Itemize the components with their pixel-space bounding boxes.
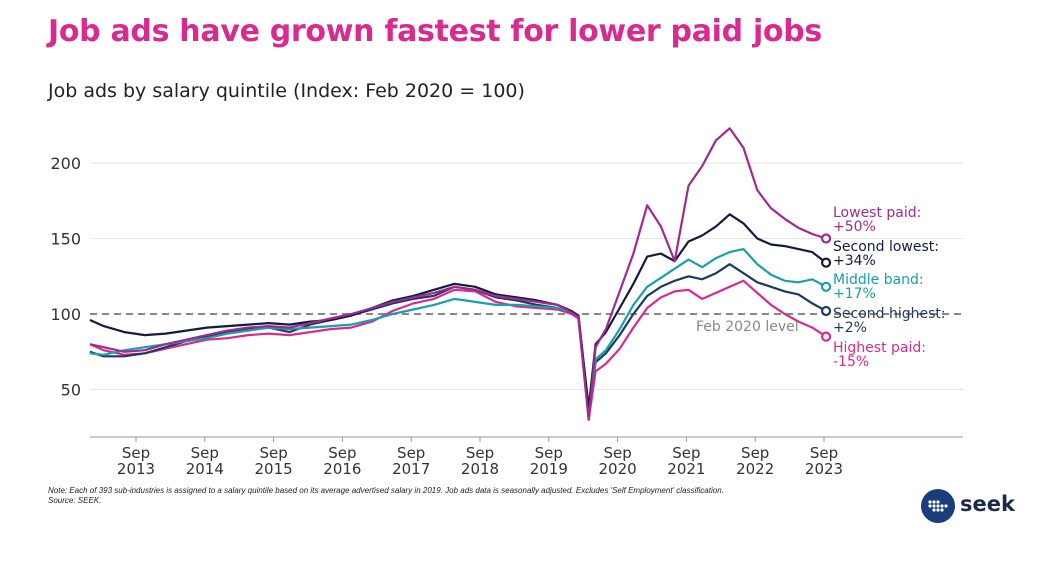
series-label: Lowest paid: [833, 205, 921, 221]
series-end-marker [820, 305, 832, 317]
x-tick-label-year: 2013 [117, 460, 155, 478]
x-tick-label-year: 2019 [530, 460, 568, 478]
series-label: Middle band: [833, 272, 924, 288]
x-tick-label-month: Sep [741, 444, 769, 462]
x-tick-label-month: Sep [672, 444, 700, 462]
x-tick-label-month: Sep [535, 444, 563, 462]
x-tick-label-month: Sep [122, 444, 150, 462]
seek-logo-text: seek [960, 492, 1015, 516]
y-tick-label: 150 [50, 230, 81, 249]
series-line [89, 279, 827, 421]
x-tick-label-year: 2022 [736, 460, 774, 478]
x-tick-label-month: Sep [259, 444, 287, 462]
series-label: +34% [833, 253, 876, 269]
seek-logo-icon [921, 489, 955, 523]
x-tick-label-year: 2016 [323, 460, 361, 478]
x-tick-label-year: 2021 [667, 460, 705, 478]
series-label: +2% [833, 320, 867, 336]
y-tick-label: 200 [50, 154, 81, 173]
x-tick-label-year: 2018 [461, 460, 499, 478]
series-line [89, 248, 827, 417]
series-label: Second lowest: [833, 239, 939, 255]
x-tick-label-month: Sep [466, 444, 494, 462]
series-line [89, 213, 827, 409]
x-tick-label-month: Sep [397, 444, 425, 462]
series-end-marker [820, 233, 832, 244]
series-label: Second highest: [833, 306, 946, 322]
series-end-marker [820, 257, 832, 268]
series-end-marker [820, 281, 832, 292]
x-tick-label-year: 2015 [255, 460, 293, 478]
series-end-marker [820, 331, 832, 342]
chart-footnote: Note: Each of 393 sub-industries is assi… [48, 486, 724, 506]
y-tick-label: 100 [50, 305, 81, 324]
x-tick-label-month: Sep [810, 444, 838, 462]
seek-logo: seek [920, 488, 1015, 524]
y-tick-label: 50 [61, 381, 81, 400]
series-line [89, 127, 827, 421]
x-tick-label-year: 2017 [392, 460, 430, 478]
chart-subtitle: Job ads by salary quintile (Index: Feb 2… [48, 80, 525, 102]
line-chart: 50100150200Sep2013Sep2014Sep2015Sep2016S… [50, 127, 963, 478]
series-label: -15% [833, 354, 869, 370]
x-tick-label-year: 2023 [805, 460, 843, 478]
series-label: Highest paid: [833, 340, 926, 356]
x-tick-label-month: Sep [328, 444, 356, 462]
footnote-source: Source: SEEK. [48, 496, 102, 505]
x-tick-label-year: 2014 [186, 460, 224, 478]
footnote-note: Note: Each of 393 sub-industries is assi… [48, 486, 724, 495]
x-tick-label-month: Sep [603, 444, 631, 462]
reference-line-label: Feb 2020 level [696, 319, 799, 335]
series-line [89, 263, 827, 414]
x-tick-label-year: 2020 [599, 460, 637, 478]
chart-title: Job ads have grown fastest for lower pai… [48, 14, 822, 49]
series-label: +50% [833, 219, 876, 235]
x-tick-label-month: Sep [191, 444, 219, 462]
series-label: +17% [833, 286, 876, 302]
